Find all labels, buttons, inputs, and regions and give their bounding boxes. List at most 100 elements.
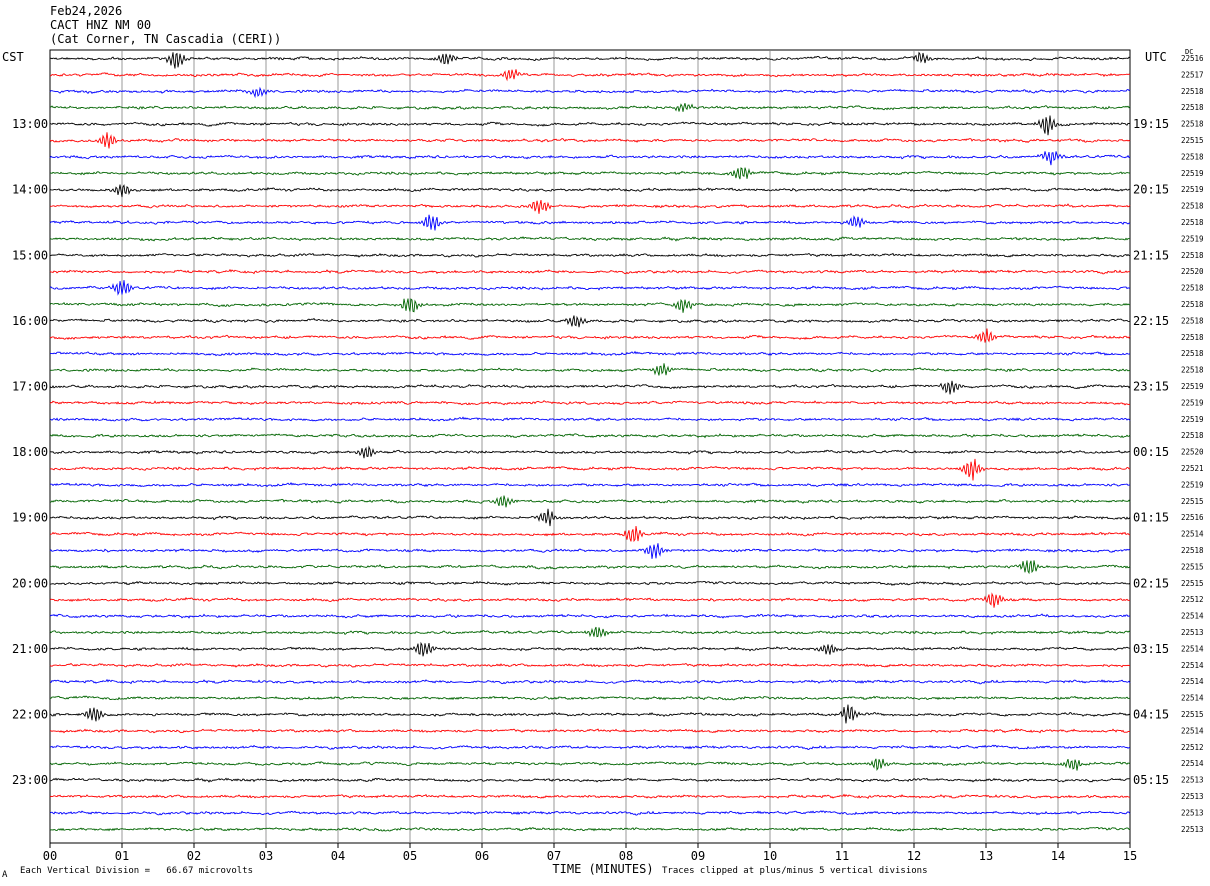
dc-offset-label: 22513 (1181, 808, 1204, 817)
dc-offset-label: 22514 (1181, 530, 1204, 539)
dc-offset-label: 22514 (1181, 694, 1204, 703)
dc-offset-label: 22518 (1181, 152, 1204, 161)
x-axis-label: TIME (MINUTES) (552, 862, 653, 876)
seismic-trace (49, 433, 1131, 439)
plot-date: Feb24,2026 (50, 4, 123, 18)
seismic-trace (49, 199, 1131, 214)
hour-label-local: 18:00 (12, 445, 48, 459)
hour-label-local: 22:00 (12, 708, 48, 722)
hour-label-utc: 21:15 (1133, 248, 1169, 262)
dc-offset-label: 22518 (1181, 546, 1204, 555)
seismic-trace (49, 560, 1131, 575)
seismic-trace (49, 214, 1131, 231)
hour-label-utc: 00:15 (1133, 445, 1169, 459)
dc-offset-label: 22518 (1181, 284, 1204, 293)
seismic-trace (49, 481, 1131, 488)
seismic-trace (49, 641, 1131, 657)
seismic-trace (49, 350, 1131, 357)
dc-offset-label: 22518 (1181, 300, 1204, 309)
hour-label-utc: 02:15 (1133, 576, 1169, 590)
hour-label-local: 17:00 (12, 380, 48, 394)
seismic-trace (49, 280, 1131, 296)
seismic-trace (49, 758, 1131, 771)
dc-offset-label: 22518 (1181, 349, 1204, 358)
dc-offset-label: 22517 (1181, 70, 1204, 79)
dc-offset-label: 22514 (1181, 661, 1204, 670)
seismic-trace (49, 580, 1131, 586)
dc-offset-label: 22519 (1181, 234, 1204, 243)
dc-offset-label: 22519 (1181, 185, 1204, 194)
seismic-trace (49, 151, 1131, 166)
seismic-trace (49, 793, 1131, 800)
seismic-trace (49, 400, 1131, 406)
dc-offset-label: 22514 (1181, 677, 1204, 686)
clip-note: Traces clipped at plus/minus 5 vertical … (662, 866, 928, 876)
dc-offset-label: 22514 (1181, 644, 1204, 653)
x-tick-label: 15 (1123, 849, 1137, 863)
dc-offset-label: 22519 (1181, 382, 1204, 391)
dc-offset-label: 22516 (1181, 513, 1204, 522)
seismic-trace (49, 810, 1131, 816)
x-tick-label: 14 (1051, 849, 1065, 863)
hour-label-local: 15:00 (12, 248, 48, 262)
dc-offset-label: 22519 (1181, 169, 1204, 178)
seismic-trace (49, 380, 1131, 395)
x-tick-label: 13 (979, 849, 993, 863)
plot-frame (49, 49, 1131, 844)
seismic-trace (49, 184, 1131, 198)
hour-label-utc: 03:15 (1133, 642, 1169, 656)
dc-offset-label: 22513 (1181, 825, 1204, 834)
dc-offset-label: 22515 (1181, 710, 1204, 719)
seismic-trace (49, 704, 1131, 724)
seismic-trace (49, 363, 1131, 376)
seismic-trace (49, 626, 1131, 638)
x-tick-label: 08 (619, 849, 633, 863)
dc-offset-label: 22518 (1181, 366, 1204, 375)
hour-label-local: 23:00 (12, 773, 48, 787)
hour-label-local: 20:00 (12, 576, 48, 590)
dc-offset-label: 22512 (1181, 743, 1204, 752)
dc-offset-label: 22520 (1181, 267, 1204, 276)
hour-label-utc: 22:15 (1133, 314, 1169, 328)
seismic-trace (49, 69, 1131, 82)
dc-offset-label: 22518 (1181, 431, 1204, 440)
dc-offset-label: 22518 (1181, 202, 1204, 211)
seismic-trace (49, 51, 1131, 69)
dc-offset-label: 22519 (1181, 480, 1204, 489)
hour-label-utc: 05:15 (1133, 773, 1169, 787)
hour-label-local: 14:00 (12, 183, 48, 197)
dc-offset-label: 22518 (1181, 316, 1204, 325)
dc-header-label: DC (1185, 48, 1194, 56)
hour-label-local: 13:00 (12, 117, 48, 131)
scale-note: Each Vertical Division = 66.67 microvolt… (20, 866, 253, 876)
dc-offset-label: 22518 (1181, 218, 1204, 227)
dc-offset-label: 22520 (1181, 448, 1204, 457)
x-tick-label: 05 (403, 849, 417, 863)
seismic-trace (49, 268, 1131, 275)
hour-label-local: 16:00 (12, 314, 48, 328)
seismic-trace (49, 495, 1131, 508)
x-tick-label: 04 (331, 849, 345, 863)
seismic-trace (49, 525, 1131, 543)
hour-label-utc: 01:15 (1133, 511, 1169, 525)
hour-label-local: 19:00 (12, 511, 48, 525)
seismic-trace (49, 167, 1131, 180)
seismic-trace (49, 662, 1131, 668)
dc-offset-label: 22518 (1181, 120, 1204, 129)
dc-offset-label: 22514 (1181, 726, 1204, 735)
dc-offset-label: 22516 (1181, 54, 1204, 63)
dc-offset-label: 22518 (1181, 103, 1204, 112)
x-tick-label: 02 (187, 849, 201, 863)
corner-mark: A (2, 870, 8, 880)
x-tick-label: 12 (907, 849, 921, 863)
x-tick-label: 10 (763, 849, 777, 863)
dc-offset-label: 22515 (1181, 136, 1204, 145)
hour-label-local: 21:00 (12, 642, 48, 656)
dc-offset-label: 22513 (1181, 776, 1204, 785)
station-code: CACT HNZ NM 00 (50, 18, 152, 32)
hour-label-utc: 23:15 (1133, 380, 1169, 394)
seismic-trace (49, 458, 1131, 481)
hour-label-utc: 20:15 (1133, 183, 1169, 197)
seismic-trace (49, 777, 1131, 783)
